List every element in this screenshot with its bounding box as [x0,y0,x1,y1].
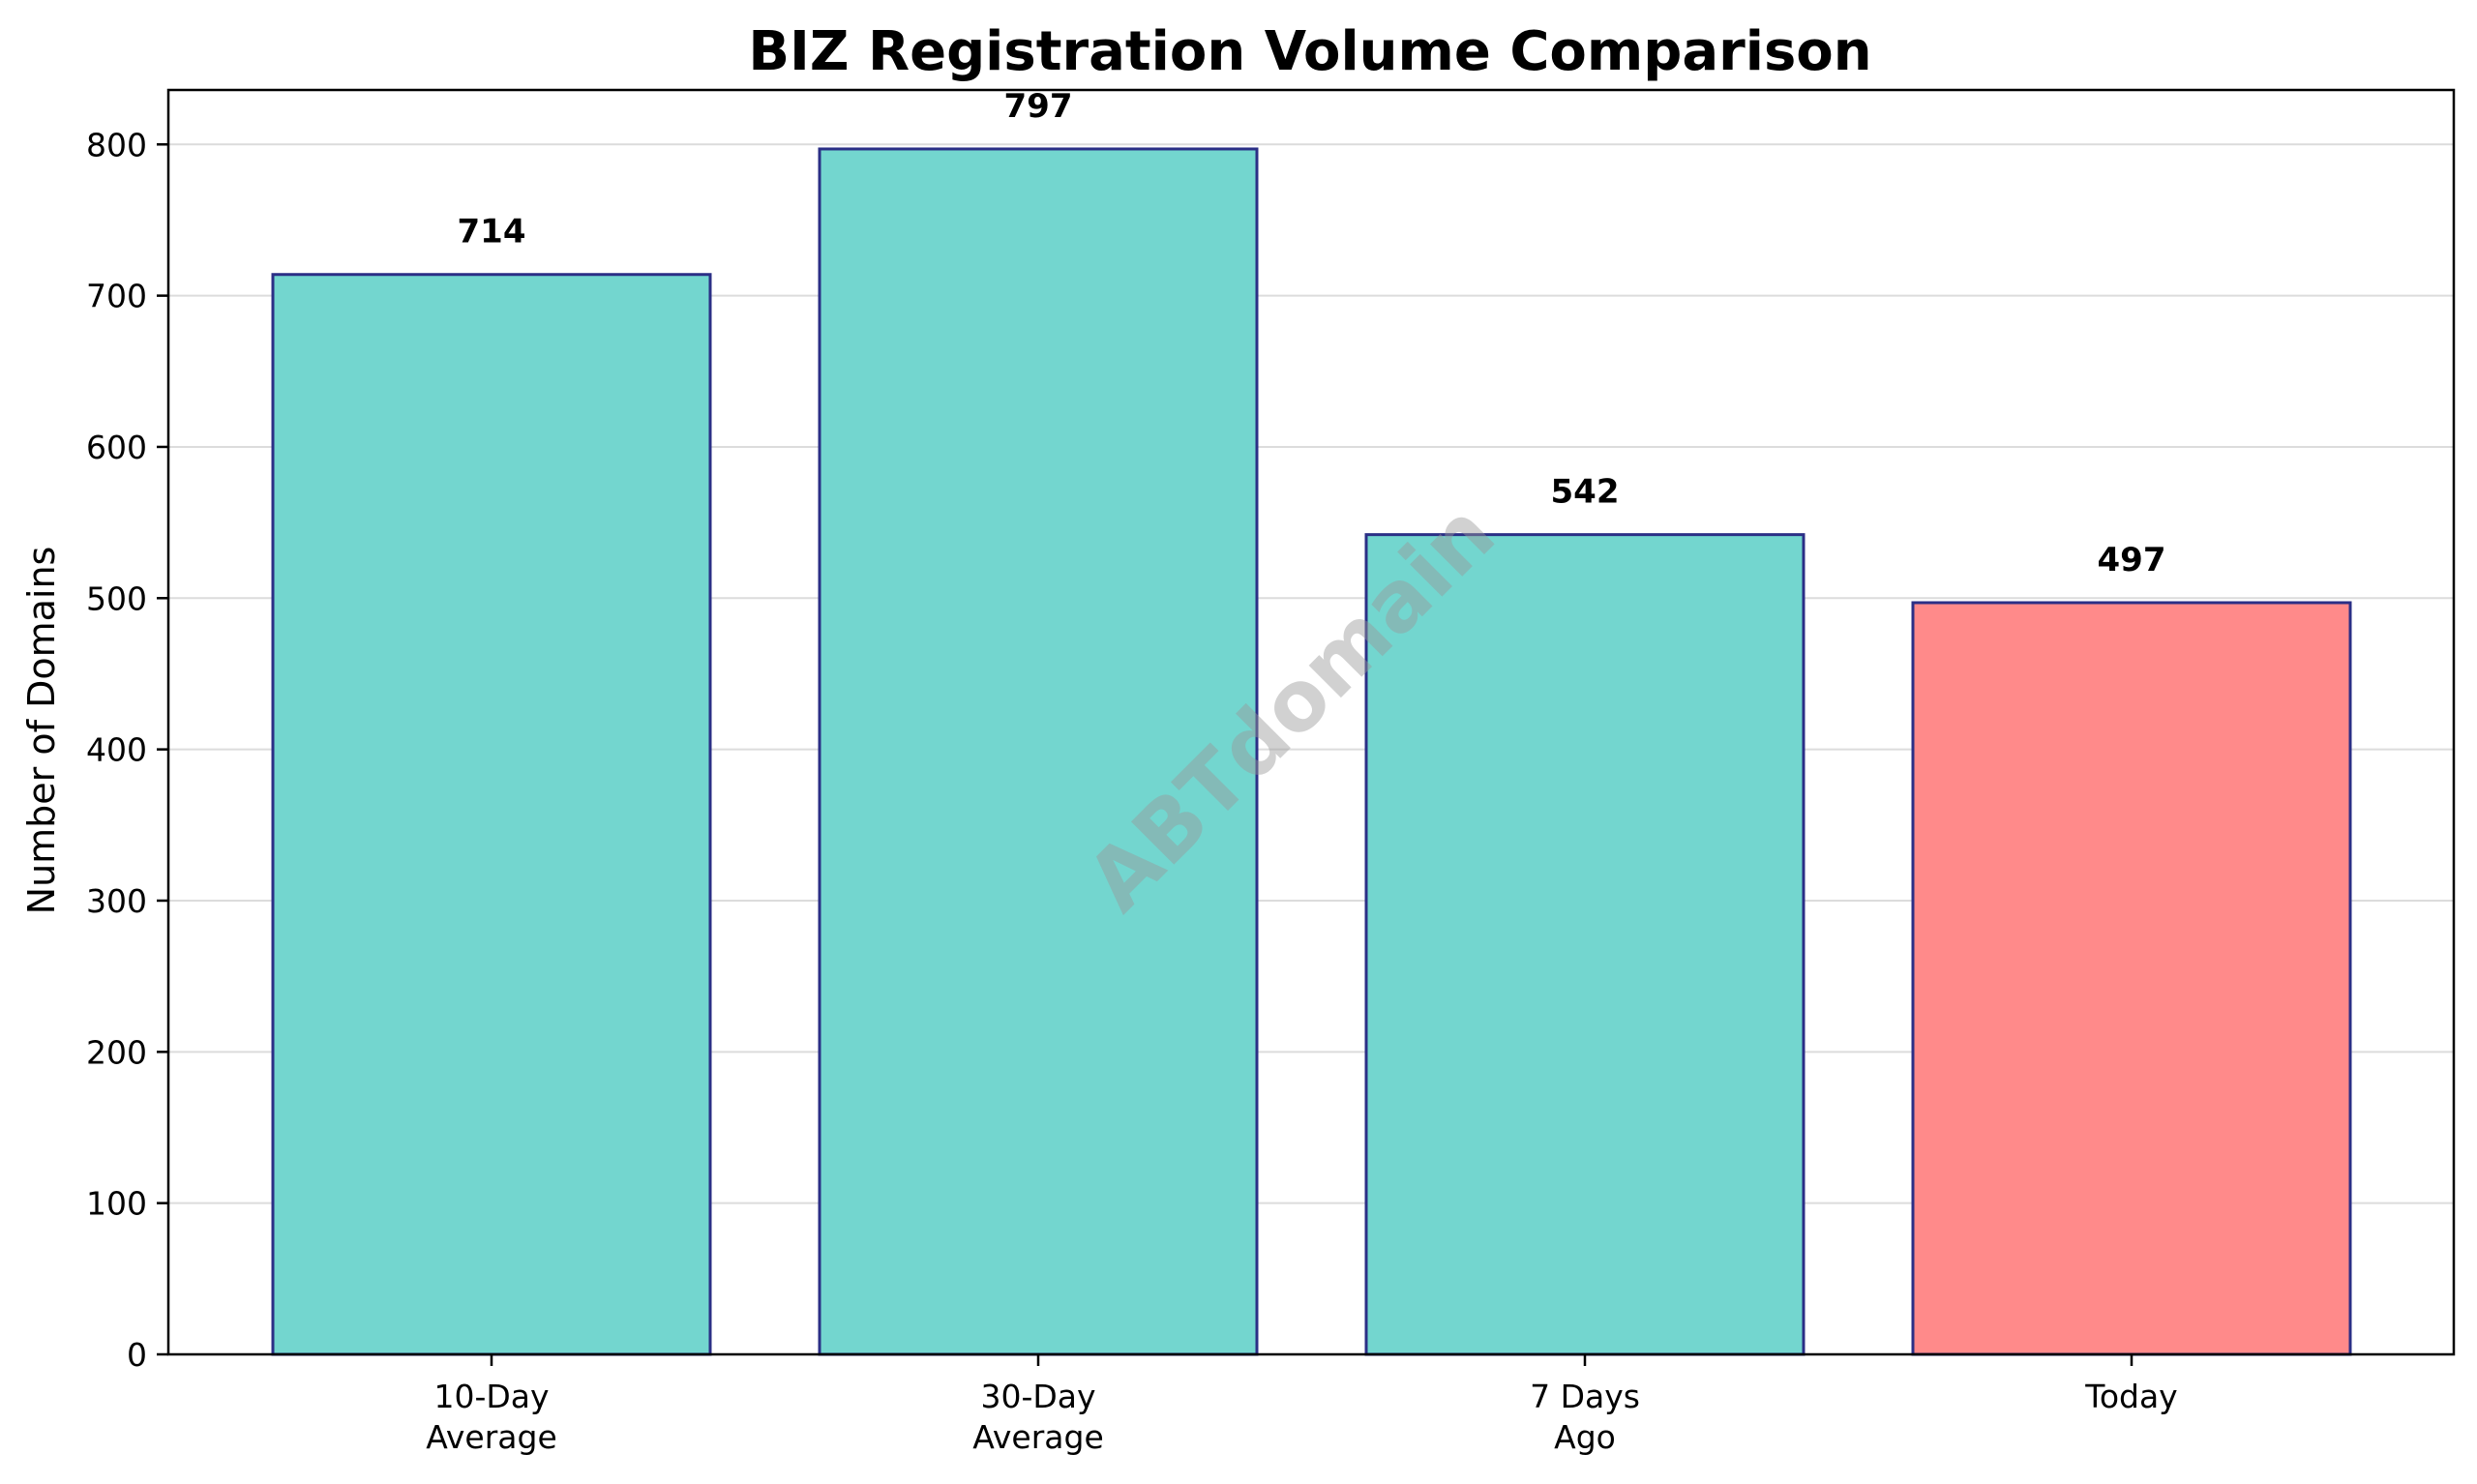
x-tick-label-2: 7 Days Ago [1530,1378,1640,1456]
axes: 0 100 200 300 400 500 600 700 800 10-Day Average 30… [86,88,2456,1456]
value-label-3: 497 [2098,541,2166,579]
value-label-2: 542 [1551,473,1620,512]
y-axis-label: Number of Domains [20,547,63,915]
x-tick-label-3: Today [2084,1378,2177,1415]
bar-3 [1911,601,2352,1356]
plot-frame [166,88,2456,1356]
value-label-1: 797 [1004,87,1073,126]
bar-0 [271,273,712,1356]
y-tick-label-200: 200 [86,1033,147,1071]
bar-2 [1364,533,1806,1356]
y-tick-label-100: 100 [86,1185,147,1223]
x-tick-label-0: 10-Day Average [426,1378,557,1456]
chart-title: BIZ Registration Volume Comparison [748,20,1871,83]
bars [271,147,2352,1356]
value-label-0: 714 [458,213,526,252]
y-tick-label-600: 600 [86,429,147,466]
y-tick-label-500: 500 [86,579,147,617]
y-tick-label-0: 0 [127,1336,147,1374]
bar-1 [818,147,1259,1356]
x-tick-label-1: 30-Day Average [972,1378,1104,1456]
y-tick-label-300: 300 [86,882,147,920]
y-tick-label-700: 700 [86,278,147,315]
y-tick-label-800: 800 [86,126,147,163]
value-labels: 714 797 542 497 [458,87,2166,579]
y-tick-label-400: 400 [86,731,147,769]
